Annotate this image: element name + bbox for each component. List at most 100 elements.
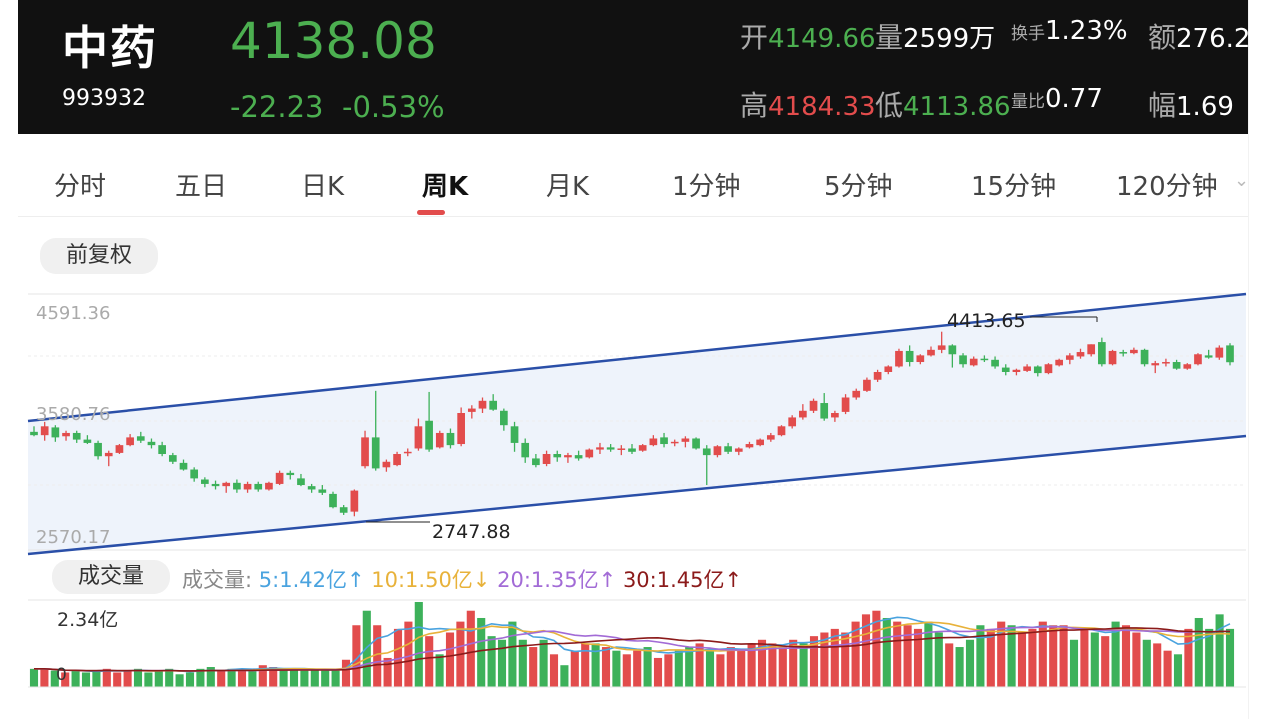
candle <box>788 415 797 429</box>
candle-body <box>1098 342 1106 365</box>
active-tab-indicator <box>417 210 445 215</box>
volume-bar <box>882 617 891 687</box>
tab-monthly-k[interactable]: 月K <box>546 172 590 202</box>
candle <box>307 483 316 493</box>
candle <box>937 331 946 354</box>
stock-name: 中药 <box>62 21 158 75</box>
candle <box>916 354 925 365</box>
candle-body <box>478 400 487 409</box>
volume-bar <box>1028 628 1037 687</box>
tab-five-day[interactable]: 五日 <box>175 172 228 202</box>
right-edge-strip <box>1248 0 1280 719</box>
volume-bar <box>185 672 195 687</box>
candle-body <box>51 427 60 438</box>
volume-bar <box>560 665 569 687</box>
candle <box>606 444 615 452</box>
volume-bar <box>466 610 475 687</box>
current-price: 4138.08 <box>230 12 437 70</box>
candle-body <box>425 420 433 450</box>
candle-body <box>980 358 989 361</box>
volume-bar <box>92 670 101 687</box>
candle <box>382 459 391 472</box>
volume-bar <box>601 647 611 687</box>
volume-bar <box>1142 639 1151 687</box>
candle <box>393 451 401 467</box>
volume-bar <box>237 668 247 687</box>
candle <box>168 452 177 464</box>
tab-daily-k[interactable]: 日K <box>301 172 345 202</box>
volume-bar <box>830 628 839 687</box>
volume-stat: 量2599万 <box>875 21 996 54</box>
candle-body <box>1140 349 1149 365</box>
candle-body <box>83 439 92 443</box>
candle-body <box>1033 366 1042 374</box>
volume-bar <box>581 643 590 687</box>
volume-bar <box>383 657 392 687</box>
volume-zero-label: 0 <box>56 665 67 685</box>
candle-body <box>660 437 668 445</box>
chevron-down-icon[interactable]: ⌄ <box>1234 170 1250 191</box>
volume-indicator-button[interactable]: 成交量 <box>52 560 170 594</box>
candle-body <box>62 432 70 437</box>
candle <box>510 421 519 452</box>
ma10-value: 10:1.50亿↓ <box>371 568 491 592</box>
tab-intraday[interactable]: 分时 <box>54 172 107 202</box>
candle <box>863 377 871 392</box>
candle-body <box>339 507 348 513</box>
volume-bar <box>1173 654 1183 687</box>
turnover-stat: 换手1.23% <box>1011 16 1128 46</box>
candle <box>831 410 839 422</box>
open-stat: 开4149.66 <box>740 21 876 54</box>
volume-bar <box>1132 632 1141 687</box>
volume-bar <box>924 621 933 687</box>
candle-body <box>147 441 156 446</box>
candle-body <box>1044 364 1053 374</box>
volume-bar <box>196 668 205 687</box>
volume-bar <box>206 667 215 687</box>
volume-bar <box>61 672 70 687</box>
tab-weekly-k[interactable]: 周K <box>422 172 469 202</box>
candle <box>852 388 861 400</box>
candle-body <box>233 482 241 490</box>
price-change-percent: -0.53% <box>342 90 445 124</box>
candle <box>147 438 156 449</box>
candle <box>713 445 722 458</box>
candle <box>1226 343 1234 366</box>
channel-fill <box>28 294 1246 554</box>
volume-bar <box>789 639 798 687</box>
candle-body <box>1151 363 1160 366</box>
volume-ma-legend: 成交量: 5:1.42亿↑ 10:1.50亿↓ 20:1.35亿↑ 30:1.4… <box>182 564 742 594</box>
volume-bar <box>445 632 455 687</box>
candle <box>969 356 978 367</box>
volume-bar <box>1205 628 1214 687</box>
candle <box>1033 365 1042 377</box>
candle <box>275 470 284 486</box>
tab-15min[interactable]: 15分钟 <box>971 172 1057 202</box>
tab-120min[interactable]: 120分钟 <box>1116 172 1218 202</box>
volume-bar <box>955 647 964 687</box>
candle <box>756 438 764 447</box>
trough-price-label: 2747.88 <box>432 521 511 543</box>
candle <box>873 369 882 382</box>
candle-body <box>766 435 775 440</box>
y-axis-mid-label: 3580.76 <box>36 404 110 425</box>
candle <box>638 444 647 452</box>
adjust-mode-button[interactable]: 前复权 <box>40 238 158 274</box>
tab-1min[interactable]: 1分钟 <box>672 172 741 202</box>
volume-bar <box>321 670 330 687</box>
candle <box>1023 364 1031 372</box>
candle-body <box>532 458 540 466</box>
candle-body <box>158 445 166 455</box>
candle-body <box>1226 345 1234 363</box>
volume-bar <box>1090 632 1099 687</box>
volume-bar <box>549 654 559 687</box>
volume-bar <box>154 670 163 687</box>
candle-body <box>222 482 231 487</box>
candle-body <box>1204 355 1213 358</box>
tab-5min[interactable]: 5分钟 <box>824 172 893 202</box>
high-stat: 高4184.33 <box>740 89 876 122</box>
candle-body <box>916 355 925 363</box>
candle <box>724 442 732 455</box>
